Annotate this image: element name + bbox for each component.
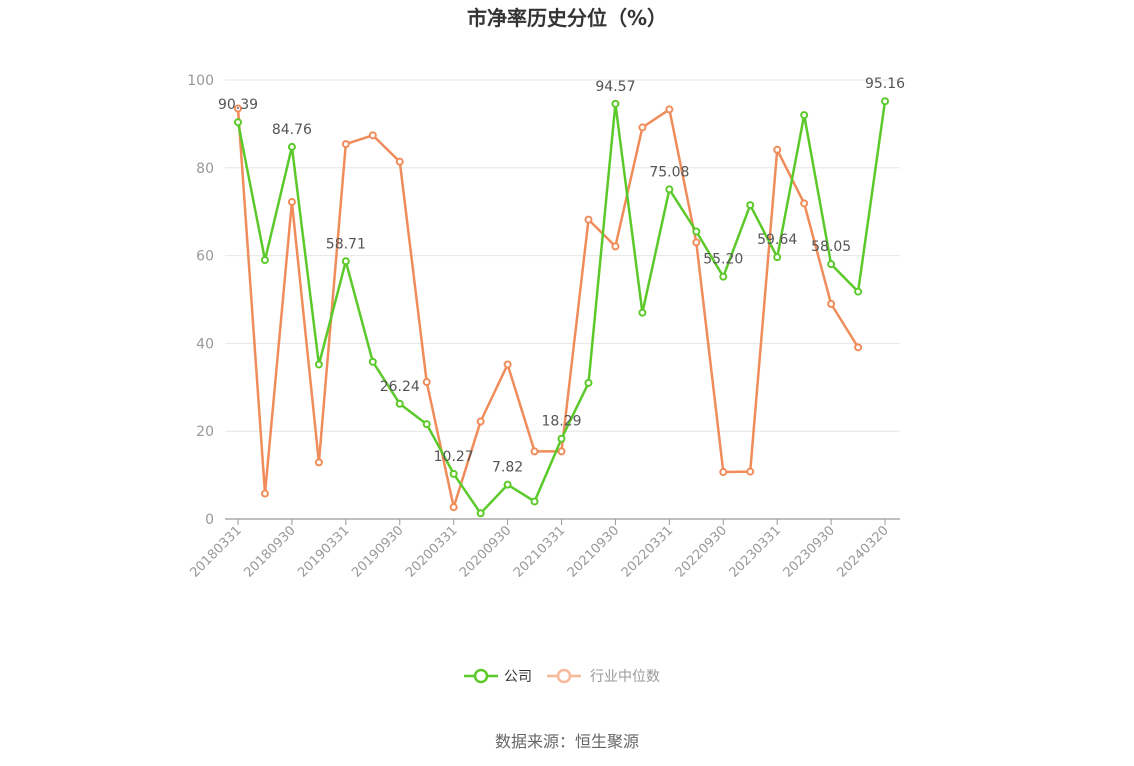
data-point[interactable] <box>530 447 539 456</box>
data-point[interactable] <box>449 503 458 512</box>
data-point[interactable] <box>503 480 512 489</box>
data-point[interactable] <box>854 343 863 352</box>
data-label: 58.71 <box>326 236 366 252</box>
series-industry-median <box>234 104 863 512</box>
data-label: 94.57 <box>595 79 635 95</box>
data-point[interactable] <box>314 458 323 467</box>
data-point[interactable] <box>746 201 755 210</box>
source-note: 数据来源：恒生聚源 <box>495 732 639 751</box>
x-tick-label: 20190930 <box>349 523 406 580</box>
x-tick-label: 20230930 <box>781 523 838 580</box>
data-labels: 90.39 84.76 58.71 26.24 10.27 7.82 18.29 94.57 7… <box>218 76 905 475</box>
data-point[interactable] <box>584 215 593 224</box>
data-point[interactable] <box>449 469 458 478</box>
data-point[interactable] <box>314 360 323 369</box>
x-tick-label: 20220331 <box>619 523 676 580</box>
x-tick-label: 20230331 <box>727 523 784 580</box>
data-point[interactable] <box>422 378 431 387</box>
data-point[interactable] <box>422 420 431 429</box>
legend-label: 公司 <box>504 669 532 685</box>
data-point[interactable] <box>476 509 485 518</box>
x-tick-label: 20200331 <box>403 523 460 580</box>
y-tick-label: 80 <box>196 161 214 177</box>
data-point[interactable] <box>341 257 350 266</box>
data-point[interactable] <box>234 104 242 113</box>
data-point[interactable] <box>611 99 620 108</box>
data-point[interactable] <box>503 360 512 369</box>
data-point[interactable] <box>773 253 782 262</box>
data-label: 84.76 <box>272 122 312 138</box>
series <box>234 97 890 518</box>
data-point[interactable] <box>557 447 566 456</box>
series-line <box>236 108 860 509</box>
data-point[interactable] <box>800 199 809 208</box>
data-point[interactable] <box>827 299 836 308</box>
data-point[interactable] <box>530 497 539 506</box>
data-label: 26.24 <box>380 379 420 395</box>
data-point[interactable] <box>638 123 647 132</box>
data-point[interactable] <box>234 118 242 127</box>
data-point[interactable] <box>287 142 296 151</box>
data-label: 18.29 <box>541 414 581 430</box>
data-label: 95.16 <box>865 76 905 92</box>
legend-marker <box>556 668 572 684</box>
series-company <box>234 97 890 518</box>
data-point[interactable] <box>827 260 836 269</box>
data-point[interactable] <box>692 227 701 236</box>
data-point[interactable] <box>800 111 809 120</box>
data-point[interactable] <box>260 489 269 498</box>
data-point[interactable] <box>395 399 404 408</box>
x-tick-label: 20180930 <box>241 523 298 580</box>
data-point[interactable] <box>395 157 404 166</box>
data-point[interactable] <box>584 378 593 387</box>
y-tick-label: 60 <box>196 249 214 265</box>
legend-item-industry-median[interactable]: 行业中位数 <box>547 668 660 685</box>
data-point[interactable] <box>665 185 674 194</box>
y-tick-label: 0 <box>205 512 214 528</box>
y-tick-label: 40 <box>196 336 214 352</box>
data-point[interactable] <box>260 255 269 264</box>
legend-marker <box>473 668 489 684</box>
x-tick-label: 20200930 <box>457 523 514 580</box>
data-point[interactable] <box>557 434 566 443</box>
data-point[interactable] <box>881 97 890 106</box>
data-point[interactable] <box>854 287 863 296</box>
data-point[interactable] <box>368 357 377 366</box>
x-tick-label: 20210331 <box>511 523 568 580</box>
data-point[interactable] <box>611 242 620 251</box>
data-label: 90.39 <box>218 97 258 113</box>
legend-label: 行业中位数 <box>590 669 660 685</box>
x-tick-label: 20220930 <box>673 523 730 580</box>
data-point[interactable] <box>719 468 728 477</box>
data-point[interactable] <box>719 272 728 281</box>
x-tick-label: 20180331 <box>187 523 244 580</box>
y-tick-label: 100 <box>187 73 214 89</box>
y-tick-label: 20 <box>196 424 214 440</box>
x-tick-label: 20190331 <box>295 523 352 580</box>
data-label: 58.05 <box>811 239 851 255</box>
data-label: 55.20 <box>703 252 743 268</box>
data-point[interactable] <box>665 105 674 114</box>
data-label: 59.64 <box>757 232 797 248</box>
data-point[interactable] <box>692 238 701 247</box>
chart-title: 市净率历史分位（%） <box>467 6 667 30</box>
data-point[interactable] <box>746 467 755 476</box>
legend[interactable]: 公司 行业中位数 <box>464 668 660 685</box>
data-point[interactable] <box>287 198 296 207</box>
data-point[interactable] <box>476 417 485 426</box>
data-point[interactable] <box>341 140 350 149</box>
x-tick-label: 20210930 <box>565 523 622 580</box>
data-point[interactable] <box>638 308 647 317</box>
legend-item-company[interactable]: 公司 <box>464 668 532 685</box>
data-point[interactable] <box>368 131 377 140</box>
data-point[interactable] <box>773 145 782 154</box>
data-label: 7.82 <box>492 460 523 476</box>
data-label: 75.08 <box>649 164 689 180</box>
data-label: 10.27 <box>434 449 474 465</box>
x-tick-label: 20240320 <box>834 523 891 580</box>
